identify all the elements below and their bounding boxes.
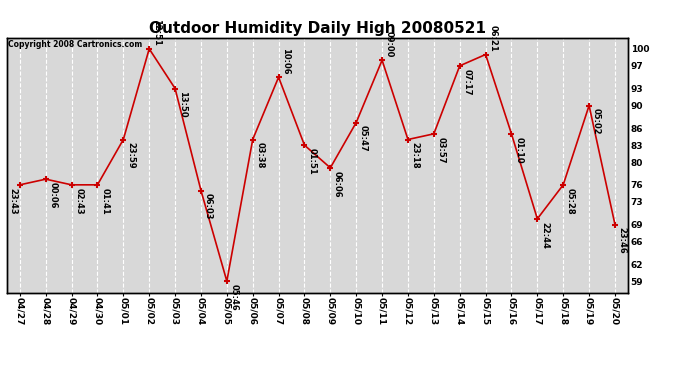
Text: 05:46: 05:46 [230, 284, 239, 311]
Text: 02:43: 02:43 [75, 188, 83, 214]
Text: 06:21: 06:21 [489, 25, 497, 52]
Text: 05:28: 05:28 [566, 188, 575, 214]
Text: 22:44: 22:44 [540, 222, 549, 249]
Text: 05:47: 05:47 [359, 125, 368, 152]
Text: Copyright 2008 Cartronics.com: Copyright 2008 Cartronics.com [8, 40, 142, 49]
Text: 01:41: 01:41 [100, 188, 109, 214]
Text: 07:17: 07:17 [462, 69, 471, 95]
Text: 23:43: 23:43 [8, 188, 17, 214]
Text: 06:06: 06:06 [333, 171, 342, 197]
Text: 12:51: 12:51 [152, 19, 161, 46]
Title: Outdoor Humidity Daily High 20080521: Outdoor Humidity Daily High 20080521 [149, 21, 486, 36]
Text: 23:46: 23:46 [618, 227, 627, 254]
Text: 23:18: 23:18 [411, 142, 420, 169]
Text: 01:51: 01:51 [307, 148, 316, 175]
Text: 13:50: 13:50 [178, 91, 187, 118]
Text: 23:59: 23:59 [126, 142, 135, 169]
Text: 09:00: 09:00 [385, 31, 394, 57]
Text: 01:10: 01:10 [514, 136, 523, 163]
Text: 00:06: 00:06 [48, 182, 57, 209]
Text: 10:06: 10:06 [282, 48, 290, 74]
Text: 03:57: 03:57 [437, 136, 446, 163]
Text: 03:38: 03:38 [255, 142, 264, 169]
Text: 05:02: 05:02 [592, 108, 601, 135]
Text: 06:03: 06:03 [204, 193, 213, 220]
